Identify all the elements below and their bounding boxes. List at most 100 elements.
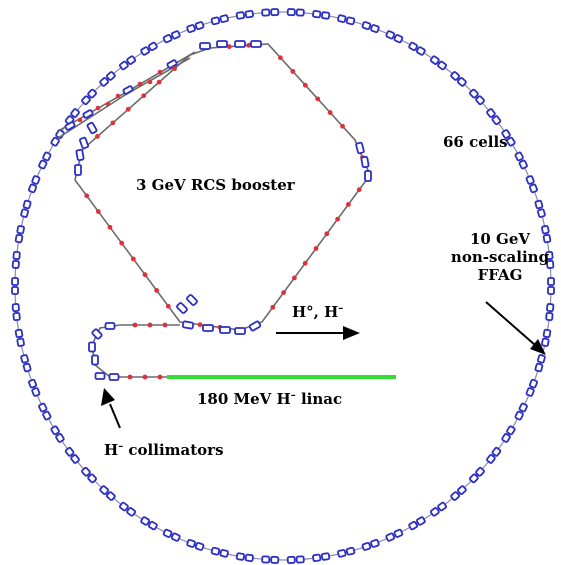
ffag-cell-magnet	[81, 95, 91, 106]
ffag-cell-magnet	[20, 208, 30, 218]
ffag-cell-magnet	[210, 16, 221, 26]
ffag-cell-magnet	[11, 259, 20, 269]
ffag-cell-magnet	[429, 507, 440, 517]
ffag-cell-magnet	[542, 328, 552, 339]
ffag-cell-magnet	[536, 208, 546, 218]
ffag-cell-magnet	[546, 259, 555, 269]
transfer-corrector	[137, 81, 143, 87]
booster-corrector	[313, 246, 319, 251]
ffag-cell-magnet	[450, 71, 461, 81]
booster-corrector	[226, 44, 232, 50]
ffag-cell-magnet	[64, 446, 75, 457]
booster-dipole	[199, 42, 211, 50]
ffag-cell-magnet	[210, 546, 221, 556]
booster-dipole	[364, 170, 372, 182]
booster-corrector	[302, 82, 308, 88]
booster-dipole	[234, 40, 246, 48]
ffag-cell-magnet	[501, 433, 511, 443]
ffag-cell-magnet	[119, 501, 129, 512]
ffag-cell-magnet	[219, 549, 229, 558]
ffag-cell-magnet	[437, 501, 447, 512]
booster-corrector	[290, 69, 296, 74]
booster-corrector	[292, 275, 297, 281]
injection-corrector	[157, 374, 163, 380]
ffag-cell-magnet	[20, 354, 30, 364]
ffag-label-line-3: FFAG	[477, 266, 523, 284]
ffag-cell-magnet	[42, 151, 52, 162]
ffag-cell-magnet	[270, 8, 280, 17]
booster-dipole	[219, 326, 231, 334]
ffag-cell-magnet	[11, 286, 19, 295]
ffag-cell-magnet	[312, 553, 322, 563]
booster-dipole	[360, 155, 370, 169]
transfer-corrector	[105, 101, 111, 107]
ffag-cell-magnet	[119, 60, 129, 71]
ffag-cell-magnet	[16, 337, 25, 347]
booster-dipole	[216, 40, 228, 48]
ffag-cell-magnet	[429, 55, 440, 65]
transfer-magnet	[82, 109, 94, 119]
ffag-cell-magnet	[528, 378, 538, 389]
booster-corrector	[107, 224, 113, 230]
ffag-label-line-1: 10 GeV	[469, 230, 531, 248]
booster-dipole	[202, 324, 214, 332]
collimators-label: H– collimators	[104, 441, 224, 459]
injection-beam-pipe	[91, 324, 180, 378]
ffag-cell-magnet	[286, 8, 296, 17]
ffag-label: 10 GeV non-scaling FFAG	[446, 230, 554, 284]
ffag-cell-magnet	[506, 136, 516, 147]
ffag-cell-magnet	[456, 77, 467, 87]
ffag-cell-magnet	[194, 541, 205, 551]
injection-corrector	[132, 322, 138, 328]
linac-label: 180 MeV H– linac	[197, 390, 342, 408]
booster-corrector	[340, 123, 345, 129]
linac-label-post: linac	[295, 390, 343, 408]
ffag-cell-magnet	[361, 541, 372, 551]
ffag-cell-magnet	[87, 473, 97, 484]
linac-label-minus: –	[290, 390, 296, 401]
collimator-magnet	[108, 373, 120, 381]
ffag-cell-magnet	[547, 286, 555, 295]
ffag-cell-magnet	[12, 250, 21, 261]
booster-corrector	[125, 106, 131, 112]
injection-line	[88, 322, 180, 381]
ffag-cell-magnet	[525, 387, 535, 397]
ffag-cell-magnet	[456, 485, 467, 495]
collimators-label-post: collimators	[123, 441, 224, 459]
collimator-pointer-arrow	[101, 388, 121, 429]
ffag-cell-magnet	[320, 11, 331, 20]
booster-dipole	[78, 136, 90, 150]
ffag-label-line-2: non-scaling	[450, 248, 550, 266]
booster-corrector	[142, 272, 148, 278]
booster-corrector	[130, 256, 136, 262]
booster-dipole	[74, 164, 82, 176]
ffag-cell-magnet	[491, 115, 502, 126]
ffag-cell-magnet	[415, 516, 426, 526]
ffag-cell-magnet	[541, 225, 550, 235]
booster-dipole	[181, 320, 195, 330]
ffag-cell-magnet	[219, 14, 229, 23]
booster-dipole	[250, 40, 262, 48]
booster-corrector	[302, 260, 308, 266]
ffag-cell-magnet	[261, 555, 271, 564]
rcs-booster-ring	[74, 40, 372, 335]
ffag-cell-magnet	[370, 24, 380, 34]
ffag-cell-magnet	[126, 55, 137, 65]
ffag-cell-magnet	[437, 60, 447, 71]
ffag-cell-magnet	[105, 491, 116, 501]
ffag-cell-magnet	[28, 183, 38, 194]
ffag-cell-magnet	[295, 555, 305, 564]
ffag-cell-magnet	[28, 378, 38, 389]
ffag-cell-magnet	[55, 433, 65, 443]
ffag-cell-magnet	[518, 402, 528, 413]
collimators-label-h: H	[104, 441, 119, 459]
booster-dipole	[234, 327, 246, 335]
ffag-ring	[11, 8, 555, 564]
ffag-cell-magnet	[140, 516, 151, 526]
transfer-corrector	[77, 117, 83, 123]
booster-corrector	[315, 96, 321, 102]
injection-corrector	[162, 322, 168, 328]
booster-corrector	[324, 231, 330, 237]
booster-dipole	[248, 320, 262, 332]
ffag-cell-magnet	[42, 410, 52, 421]
